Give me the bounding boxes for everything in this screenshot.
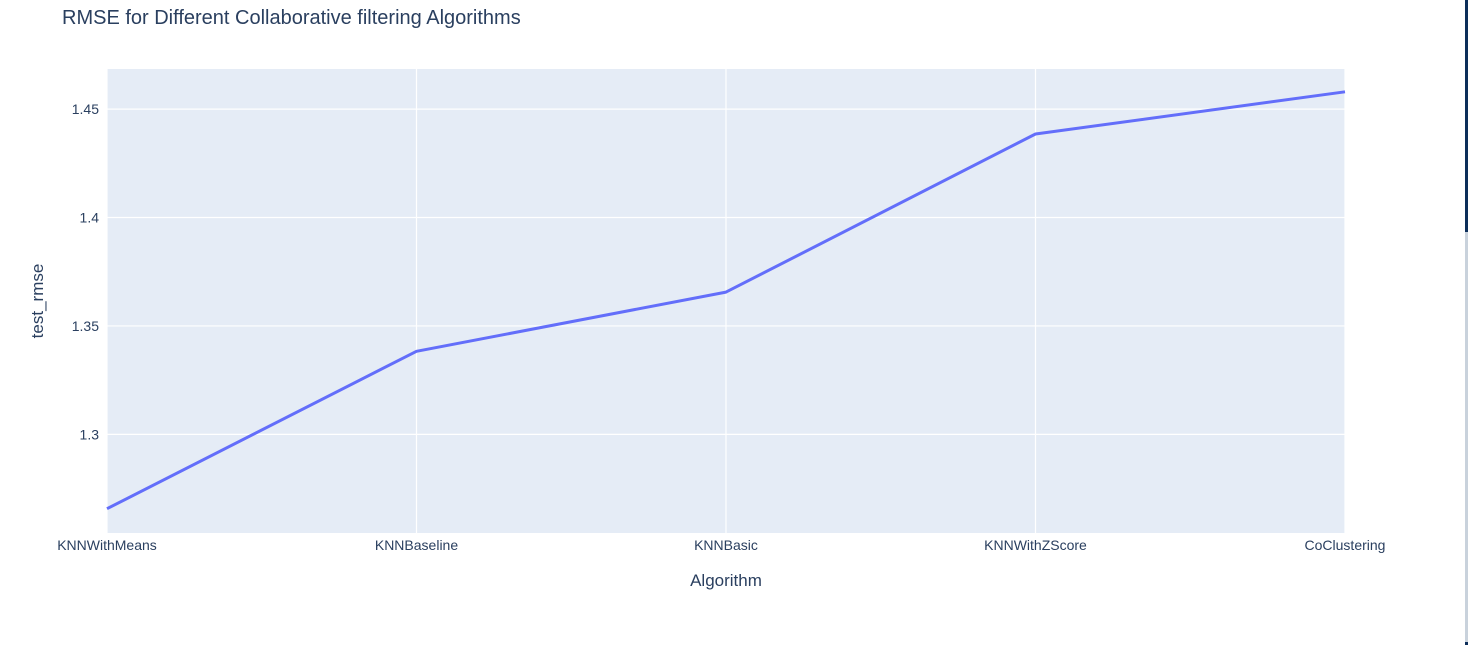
y-axis-title: test_rmse [28, 264, 47, 339]
x-tick-label: KNNBaseline [375, 537, 458, 553]
y-tick-label: 1.35 [72, 318, 99, 334]
x-tick-label: KNNBasic [694, 537, 758, 553]
x-tick-labels: KNNWithMeans KNNBaseline KNNBasic KNNWithZS… [57, 537, 1385, 553]
x-tick-label: KNNWithZScore [984, 537, 1087, 553]
window-edge-strip-light [1465, 232, 1468, 642]
series-line [106, 90, 1346, 511]
x-tick-label: KNNWithMeans [57, 537, 157, 553]
x-tick-label: CoClustering [1305, 537, 1386, 553]
y-tick-label: 1.45 [72, 101, 99, 117]
grid-layer [106, 69, 1346, 533]
y-tick-label: 1.3 [80, 426, 100, 442]
y-tick-labels: 1.3 1.35 1.4 1.45 [72, 101, 99, 442]
series-layer [106, 90, 1346, 511]
x-axis-title: Algorithm [690, 571, 762, 590]
y-tick-label: 1.4 [80, 210, 100, 226]
chart-title: RMSE for Different Collaborative filteri… [62, 7, 521, 29]
